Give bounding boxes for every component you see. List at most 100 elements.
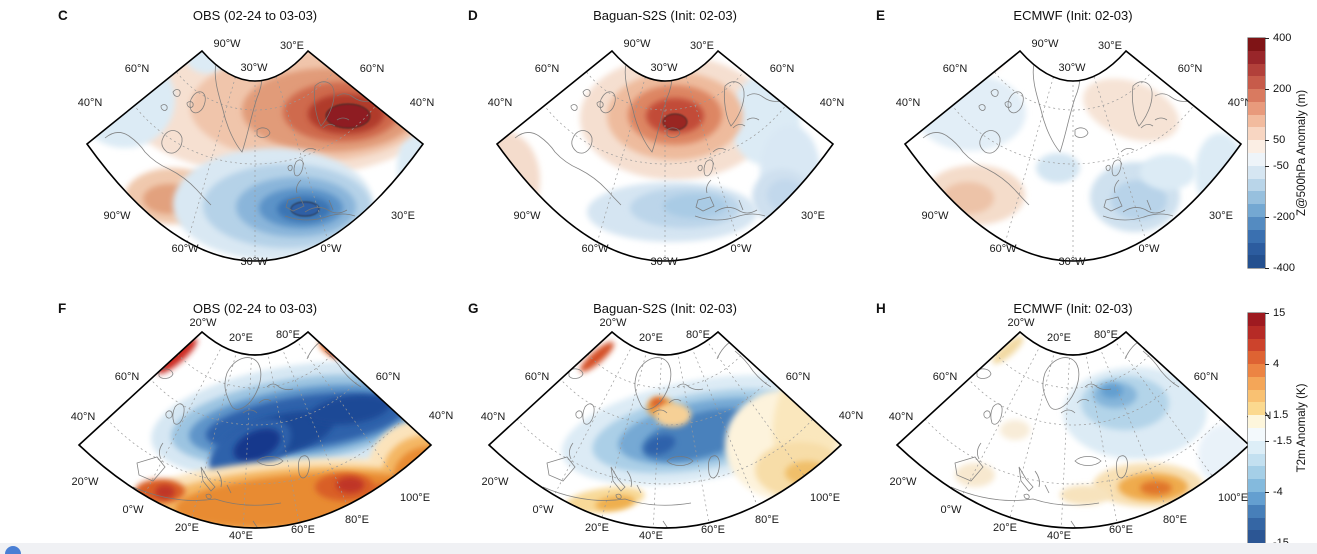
graticule bbox=[510, 51, 820, 261]
panel-letter-c: C bbox=[58, 8, 68, 23]
panel-title-g: Baguan-S2S (Init: 02-03) bbox=[593, 301, 737, 316]
grid-label: 60°N bbox=[115, 371, 140, 383]
colorbar-segment bbox=[1248, 479, 1265, 492]
colorbar-segment bbox=[1248, 517, 1265, 531]
colorbar-tick-label: 50 bbox=[1273, 134, 1286, 147]
panel-f: F OBS (02-24 to 03-03) 20°W 20°E 80°E 60°N 60°… bbox=[45, 295, 465, 554]
panel-letter-f: F bbox=[58, 301, 67, 316]
colorbar-tick-label: 200 bbox=[1273, 83, 1292, 96]
grid-label: 20°E bbox=[585, 522, 609, 534]
colorbar-axis-label: T2m Anomaly (K) bbox=[1296, 383, 1308, 473]
grid-label: 20°W bbox=[481, 476, 509, 488]
colorbar-segment bbox=[1248, 402, 1265, 416]
grid-label: 60°N bbox=[933, 371, 958, 383]
colorbar-segment bbox=[1248, 504, 1265, 518]
grid-label: 60°N bbox=[786, 371, 811, 383]
colorbar-segment bbox=[1248, 364, 1265, 377]
grid-label: 60°N bbox=[943, 63, 968, 75]
grid-label: 80°E bbox=[1094, 329, 1118, 341]
colorbar-tick-mark bbox=[1265, 89, 1269, 91]
colorbar-tick-mark bbox=[1265, 415, 1269, 417]
colorbar-segment bbox=[1248, 89, 1265, 102]
grid-label: 0°W bbox=[123, 504, 145, 516]
colorbar-tick-mark bbox=[1265, 364, 1269, 366]
grid-label: 40°N bbox=[820, 97, 845, 109]
grid-label: 40°E bbox=[639, 530, 663, 542]
grid-label: 20°W bbox=[599, 317, 627, 329]
grid-label: 0°W bbox=[731, 243, 753, 255]
panel-title-d: Baguan-S2S (Init: 02-03) bbox=[593, 8, 737, 23]
grid-label: 90°W bbox=[213, 38, 241, 50]
grid-label: 90°W bbox=[103, 210, 131, 222]
grid-label: 20°W bbox=[1007, 317, 1035, 329]
grid-label: 30°W bbox=[650, 256, 678, 268]
grid-label: 60°W bbox=[581, 243, 609, 255]
grid-label: 60°N bbox=[535, 63, 560, 75]
graticule bbox=[79, 332, 431, 528]
grid-label: 80°E bbox=[276, 329, 300, 341]
grid-label: 0°W bbox=[321, 243, 343, 255]
panel-d: D Baguan-S2S (Init: 02-03) 90°W 30°E 30°W 60°… bbox=[455, 0, 875, 292]
map-c: 90°W 30°E 30°W 60°N 60°N 40°N 40°N 90°W 30°E 60°W… bbox=[78, 38, 435, 268]
grid-label: 90°W bbox=[623, 38, 651, 50]
colorbar-tick-label: 400 bbox=[1273, 32, 1292, 44]
panel-title-c: OBS (02-24 to 03-03) bbox=[192, 8, 318, 23]
colorbar-segment bbox=[1248, 63, 1265, 77]
colorbar-segment bbox=[1248, 376, 1265, 390]
map-g: 20°W 20°E 80°E 60°N 60°N 40°N 40°N 20°W 0°W 20°E 4… bbox=[481, 317, 864, 542]
anomaly-field-g bbox=[561, 341, 841, 514]
grid-label: 60°N bbox=[770, 63, 795, 75]
map-h: 20°W20°E80°E60°N60°N40°N40°N20°W0°W20°E4… bbox=[889, 317, 1272, 542]
colorbar-segment bbox=[1248, 466, 1265, 480]
colorbar-t2m bbox=[1248, 313, 1265, 544]
panel-title-f: OBS (02-24 to 03-03) bbox=[192, 301, 318, 316]
panel-title-e: ECMWF (Init: 02-03) bbox=[1013, 8, 1133, 23]
anomaly-field-h bbox=[955, 336, 1248, 507]
colorbar-tick-label: 15 bbox=[1273, 307, 1286, 319]
colorbar-segment bbox=[1248, 242, 1265, 256]
coastlines bbox=[132, 338, 362, 528]
grid-label: 90°W bbox=[513, 210, 541, 222]
grid-label: 0°W bbox=[533, 504, 555, 516]
colorbar-segment bbox=[1248, 313, 1265, 326]
colorbar-segment bbox=[1248, 338, 1265, 352]
grid-label: 40°N bbox=[429, 410, 454, 422]
colorbar-tick-mark bbox=[1265, 216, 1269, 218]
footer-strip bbox=[0, 543, 1317, 554]
grid-label: 90°W bbox=[1031, 38, 1059, 50]
grid-label: 30°E bbox=[280, 40, 304, 52]
colorbar-segment bbox=[1248, 389, 1265, 403]
grid-label: 30°E bbox=[690, 40, 714, 52]
panel-e: E ECMWF (Init: 02-03) 90°W 30°E 30°W 60°N 60°N… bbox=[863, 0, 1283, 292]
coastlines bbox=[514, 51, 782, 221]
colorbar-segment bbox=[1248, 440, 1265, 454]
grid-label: 30°W bbox=[240, 62, 268, 74]
colorbar-segment bbox=[1248, 255, 1265, 269]
map-boundary bbox=[487, 330, 843, 529]
graticule bbox=[897, 332, 1249, 528]
grid-label: 40°N bbox=[896, 97, 921, 109]
grid-label: 40°N bbox=[1228, 97, 1253, 109]
colorbar-segment bbox=[1248, 127, 1265, 141]
grid-label: 40°E bbox=[1047, 530, 1071, 542]
grid-label: 60°N bbox=[1178, 63, 1203, 75]
colorbar-segment bbox=[1248, 229, 1265, 243]
colorbar-tick-mark bbox=[1265, 440, 1269, 442]
map-e: 90°W 30°E 30°W 60°N 60°N 40°N 40°N 90°W 30°E 60°W… bbox=[896, 38, 1253, 268]
map-f: 20°W 20°E 80°E 60°N 60°N 40°N 40°N 20°W 0°W 20°E 4… bbox=[71, 317, 454, 542]
grid-label: 0°W bbox=[1139, 243, 1161, 255]
grid-label: 60°E bbox=[701, 524, 725, 536]
colorbar-segment bbox=[1248, 114, 1265, 128]
grid-label: 40°N bbox=[78, 97, 103, 109]
colorbar-tick-mark bbox=[1265, 38, 1269, 39]
grid-label: 100°E bbox=[400, 492, 430, 504]
colorbar-segment bbox=[1248, 76, 1265, 90]
map-boundary bbox=[495, 49, 835, 262]
colorbar-tick-label: 1.5 bbox=[1273, 409, 1289, 422]
colorbar-segment bbox=[1248, 491, 1265, 505]
graticule bbox=[918, 51, 1228, 261]
grid-label: 80°E bbox=[686, 329, 710, 341]
map-boundary bbox=[85, 49, 425, 262]
grid-label: 90°W bbox=[921, 210, 949, 222]
colorbar-segment bbox=[1248, 216, 1265, 230]
